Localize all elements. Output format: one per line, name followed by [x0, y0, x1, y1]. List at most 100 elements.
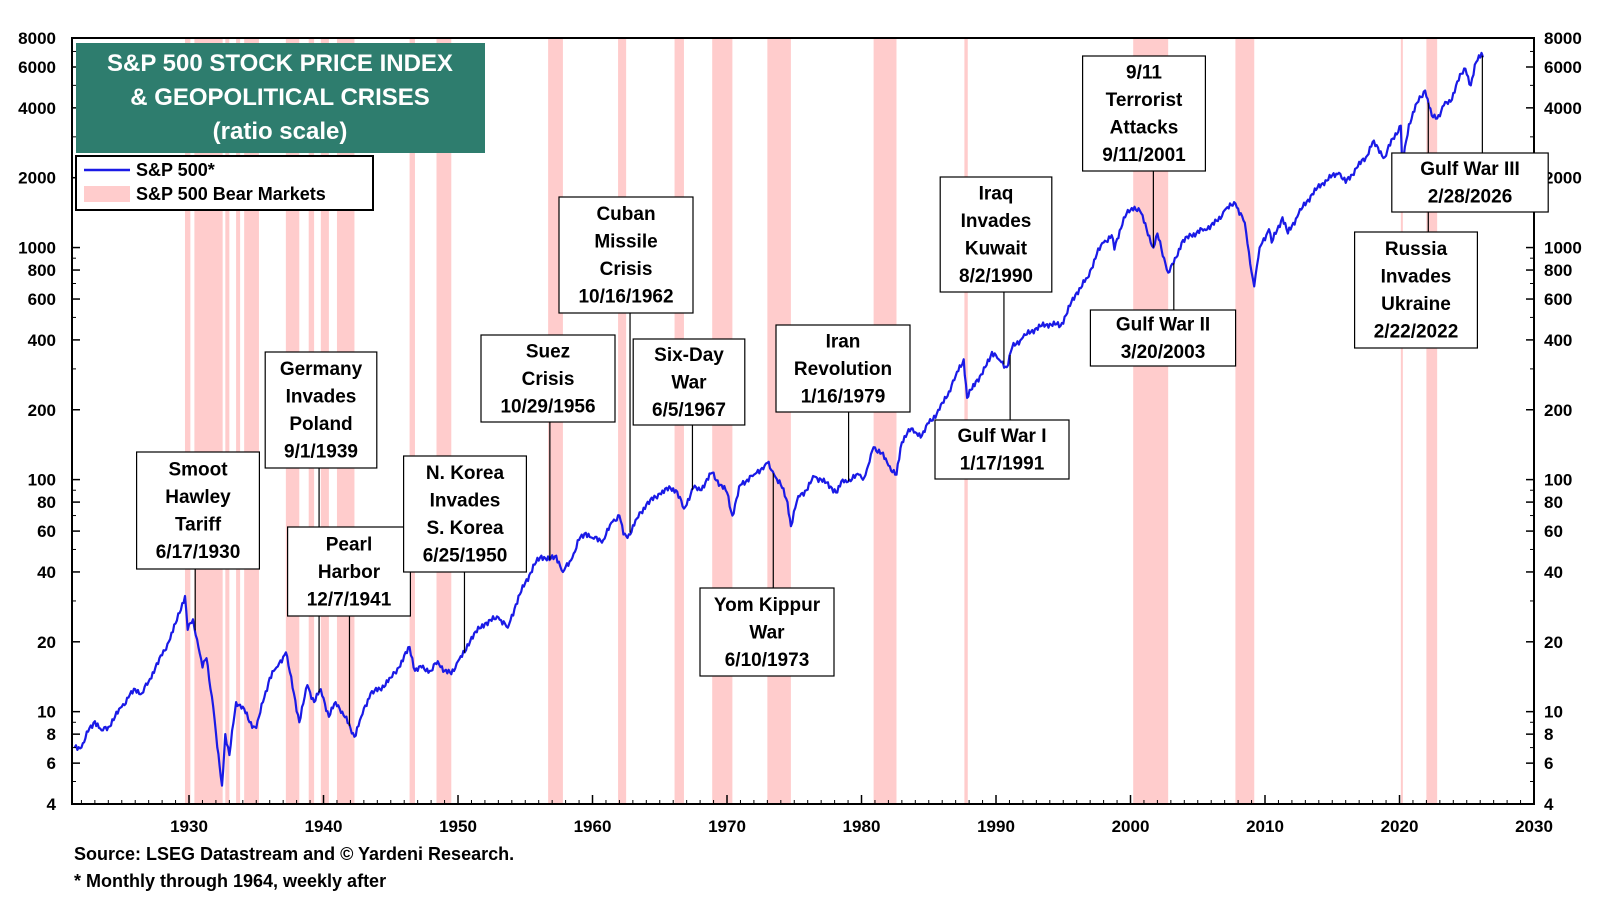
annotation-line: 10/16/1962 [578, 287, 673, 308]
y-tick-label-right: 80 [1544, 493, 1563, 512]
x-tick-label: 2010 [1246, 817, 1284, 836]
annotation-line: 6/25/1950 [423, 546, 508, 567]
annotation-line: Terrorist [1106, 90, 1183, 111]
annotation-line: 1/17/1991 [960, 454, 1045, 475]
annotation-10: Gulf War I 1/17/1991 [934, 419, 1070, 480]
annotation-1: Germany Invades Poland 9/1/1939 [264, 351, 378, 469]
annotation-box [403, 455, 528, 573]
bear-band-19 [1235, 38, 1255, 804]
y-tick-label-right: 20 [1544, 633, 1563, 652]
annotation-line: Missile [594, 232, 657, 253]
annotation-box [699, 587, 835, 677]
annotation-line: 1/16/1979 [801, 386, 886, 407]
annotation-line: Poland [289, 414, 352, 435]
annotation-line: War [671, 372, 707, 393]
annotation-7: Yom Kippur War 6/10/1973 [699, 587, 835, 677]
annotation-line: 2/22/2022 [1374, 322, 1459, 343]
plot-frame [71, 37, 1535, 805]
y-tick-label-left: 80 [37, 493, 56, 512]
x-tick-label: 2030 [1515, 817, 1553, 836]
y-tick-label-right: 40 [1544, 563, 1563, 582]
annotation-line: Iran [826, 331, 861, 352]
annotation-line: 9/1/1939 [284, 442, 358, 463]
annotation-line: Gulf War III [1420, 159, 1520, 180]
y-tick-label-left: 4 [47, 795, 57, 814]
annotation-line: Harbor [318, 562, 381, 583]
annotation-4: Suez Crisis 10/29/1956 [480, 334, 616, 423]
legend: S&P 500* S&P 500 Bear Markets [75, 155, 374, 211]
annotation-11: 9/11 Terrorist Attacks 9/11/2001 [1081, 55, 1206, 172]
annotation-box [939, 176, 1053, 293]
x-tick-label: 1930 [170, 817, 208, 836]
annotation-line: Gulf War II [1116, 315, 1210, 336]
annotation-5: Cuban Missile Crisis 10/16/1962 [558, 196, 694, 314]
annotation-line: Cuban [596, 204, 655, 225]
y-tick-label-left: 2000 [18, 169, 56, 188]
annotation-box [1353, 231, 1478, 349]
annotation-9: Iraq Invades Kuwait 8/2/1990 [939, 176, 1053, 293]
y-tick-label-left: 200 [28, 401, 56, 420]
y-tick-label-right: 8000 [1544, 29, 1582, 48]
y-tick-label-right: 6 [1544, 754, 1553, 773]
bear-band-15 [767, 38, 791, 804]
y-tick-label-right: 8 [1544, 725, 1553, 744]
y-tick-label-left: 400 [28, 331, 56, 350]
y-tick-label-right: 1000 [1544, 239, 1582, 258]
y-tick-label-left: 4000 [18, 99, 56, 118]
annotations: Smoot Hawley Tariff 6/17/1930 Germany Invades… [136, 55, 1549, 677]
source-footnote: Source: LSEG Datastream and © Yardeni Re… [74, 844, 515, 864]
y-tick-label-right: 10 [1544, 703, 1563, 722]
y-tick-label-left: 60 [37, 522, 56, 541]
bear-band-20 [1400, 38, 1403, 804]
bear-band-12 [618, 38, 627, 804]
annotation-box [934, 419, 1070, 480]
y-tick-label-left: 10 [37, 703, 56, 722]
annotation-box [1089, 309, 1237, 367]
annotation-6: Six-Day War 6/5/1967 [632, 338, 746, 426]
legend-sp500: S&P 500* [136, 160, 215, 180]
y-tick-label-left: 8000 [18, 29, 56, 48]
annotation-box [632, 338, 746, 426]
bear-band-3 [236, 38, 241, 804]
bear-band-10 [436, 38, 452, 804]
annotation-line: S. Korea [426, 518, 504, 539]
annotation-line: 3/20/2003 [1121, 342, 1206, 363]
annotation-line: 12/7/1941 [307, 589, 392, 610]
legend-bear-swatch [84, 186, 130, 202]
y-tick-label-left: 40 [37, 563, 56, 582]
bear-band-9 [409, 38, 415, 804]
annotation-line: 6/17/1930 [156, 542, 241, 563]
x-tick-label: 1990 [977, 817, 1015, 836]
title-box: S&P 500 STOCK PRICE INDEX & GEOPOLITICAL… [76, 43, 485, 153]
annotation-line: Invades [430, 491, 501, 512]
annotation-line: 2/28/2026 [1428, 187, 1513, 208]
bear-band-21 [1426, 38, 1438, 804]
y-tick-label-left: 800 [28, 261, 56, 280]
y-tick-label-right: 400 [1544, 331, 1572, 350]
annotation-line: Tariff [175, 515, 222, 536]
annotation-line: Kuwait [965, 239, 1028, 260]
annotation-line: Six-Day [654, 345, 724, 366]
y-tick-label-right: 4 [1544, 795, 1554, 814]
annotation-box [775, 324, 911, 413]
annotation-box [287, 526, 412, 617]
y-tick-label-left: 20 [37, 633, 56, 652]
chart-title: S&P 500 STOCK PRICE INDEX [107, 50, 453, 77]
annotation-line: Hawley [165, 487, 231, 508]
y-tick-label-right: 800 [1544, 261, 1572, 280]
annotation-line: Gulf War I [957, 426, 1046, 447]
annotation-line: Invades [1381, 267, 1452, 288]
annotation-line: Pearl [326, 534, 372, 555]
annotation-line: War [749, 622, 785, 643]
annotation-8: Iran Revolution 1/16/1979 [775, 324, 911, 413]
x-tick-label: 2000 [1112, 817, 1150, 836]
annotation-line: Attacks [1110, 118, 1179, 139]
annotation-0: Smoot Hawley Tariff 6/17/1930 [136, 451, 261, 570]
y-tick-label-right: 60 [1544, 522, 1563, 541]
annotation-12: Gulf War II 3/20/2003 [1089, 309, 1237, 367]
bear-band-4 [244, 38, 259, 804]
annotation-line: Crisis [600, 259, 653, 280]
bear-band-16 [873, 38, 897, 804]
y-tick-label-right: 100 [1544, 471, 1572, 490]
